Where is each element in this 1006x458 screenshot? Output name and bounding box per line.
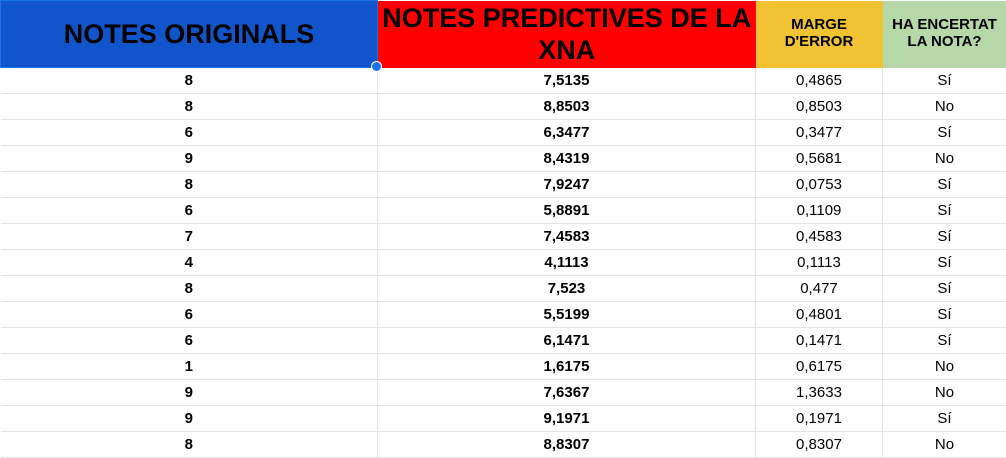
- cell-error-margin[interactable]: 0,0753: [756, 172, 883, 198]
- cell-grade-hit[interactable]: No: [883, 432, 1006, 458]
- cell-predicted-grade[interactable]: 8,8503: [378, 94, 756, 120]
- cell-error-margin[interactable]: 0,477: [756, 276, 883, 302]
- cell-error-margin[interactable]: 0,1113: [756, 250, 883, 276]
- cell-error-margin[interactable]: 0,8307: [756, 432, 883, 458]
- cell-grade-hit[interactable]: No: [883, 146, 1006, 172]
- cell-error-margin[interactable]: 0,4865: [756, 68, 883, 94]
- cell-predicted-grade[interactable]: 4,1113: [378, 250, 756, 276]
- cell-error-margin[interactable]: 0,1109: [756, 198, 883, 224]
- cell-grade-hit[interactable]: Sí: [883, 406, 1006, 432]
- cell-error-margin[interactable]: 1,3633: [756, 380, 883, 406]
- cell-original-grade[interactable]: 9: [1, 380, 378, 406]
- cell-original-grade[interactable]: 8: [1, 172, 378, 198]
- cell-grade-hit[interactable]: No: [883, 354, 1006, 380]
- cell-grade-hit[interactable]: Sí: [883, 198, 1006, 224]
- cell-error-margin[interactable]: 0,6175: [756, 354, 883, 380]
- header-row: NOTES ORIGINALS NOTES PREDICTIVES DE LA …: [1, 1, 1006, 68]
- cell-predicted-grade[interactable]: 8,4319: [378, 146, 756, 172]
- cell-original-grade[interactable]: 8: [1, 94, 378, 120]
- cell-grade-hit[interactable]: No: [883, 94, 1006, 120]
- cell-original-grade[interactable]: 1: [1, 354, 378, 380]
- cell-grade-hit[interactable]: Sí: [883, 250, 1006, 276]
- header-grade-hit[interactable]: HA ENCERTAT LA NOTA?: [883, 1, 1006, 68]
- cell-original-grade[interactable]: 9: [1, 146, 378, 172]
- header-predicted-grades[interactable]: NOTES PREDICTIVES DE LA XNA: [378, 1, 756, 68]
- cell-original-grade[interactable]: 6: [1, 328, 378, 354]
- cell-error-margin[interactable]: 0,5681: [756, 146, 883, 172]
- cell-grade-hit[interactable]: Sí: [883, 224, 1006, 250]
- cell-original-grade[interactable]: 8: [1, 276, 378, 302]
- cell-predicted-grade[interactable]: 7,5135: [378, 68, 756, 94]
- cell-grade-hit[interactable]: Sí: [883, 68, 1006, 94]
- cell-grade-hit[interactable]: Sí: [883, 276, 1006, 302]
- cell-grade-hit[interactable]: Sí: [883, 120, 1006, 146]
- cell-error-margin[interactable]: 0,8503: [756, 94, 883, 120]
- cell-predicted-grade[interactable]: 9,1971: [378, 406, 756, 432]
- cell-predicted-grade[interactable]: 8,8307: [378, 432, 756, 458]
- cell-error-margin[interactable]: 0,3477: [756, 120, 883, 146]
- cell-predicted-grade[interactable]: 7,4583: [378, 224, 756, 250]
- cell-original-grade[interactable]: 6: [1, 302, 378, 328]
- cell-error-margin[interactable]: 0,1971: [756, 406, 883, 432]
- cell-predicted-grade[interactable]: 1,6175: [378, 354, 756, 380]
- cell-grade-hit[interactable]: Sí: [883, 328, 1006, 354]
- cell-predicted-grade[interactable]: 6,1471: [378, 328, 756, 354]
- cell-predicted-grade[interactable]: 5,5199: [378, 302, 756, 328]
- cell-predicted-grade[interactable]: 5,8891: [378, 198, 756, 224]
- cell-original-grade[interactable]: 4: [1, 250, 378, 276]
- cell-predicted-grade[interactable]: 6,3477: [378, 120, 756, 146]
- cell-original-grade[interactable]: 9: [1, 406, 378, 432]
- cell-original-grade[interactable]: 7: [1, 224, 378, 250]
- cell-grade-hit[interactable]: Sí: [883, 302, 1006, 328]
- cell-original-grade[interactable]: 6: [1, 120, 378, 146]
- cell-original-grade[interactable]: 6: [1, 198, 378, 224]
- cell-error-margin[interactable]: 0,1471: [756, 328, 883, 354]
- cell-grade-hit[interactable]: Sí: [883, 172, 1006, 198]
- cell-grade-hit[interactable]: No: [883, 380, 1006, 406]
- cell-predicted-grade[interactable]: 7,9247: [378, 172, 756, 198]
- cell-original-grade[interactable]: 8: [1, 432, 378, 458]
- cell-error-margin[interactable]: 0,4801: [756, 302, 883, 328]
- cell-original-grade[interactable]: 8: [1, 68, 378, 94]
- cell-error-margin[interactable]: 0,4583: [756, 224, 883, 250]
- header-error-margin[interactable]: MARGE D'ERROR: [756, 1, 883, 68]
- cell-predicted-grade[interactable]: 7,6367: [378, 380, 756, 406]
- selection-fill-handle[interactable]: [371, 61, 382, 72]
- header-original-grades[interactable]: NOTES ORIGINALS: [1, 1, 378, 68]
- cell-predicted-grade[interactable]: 7,523: [378, 276, 756, 302]
